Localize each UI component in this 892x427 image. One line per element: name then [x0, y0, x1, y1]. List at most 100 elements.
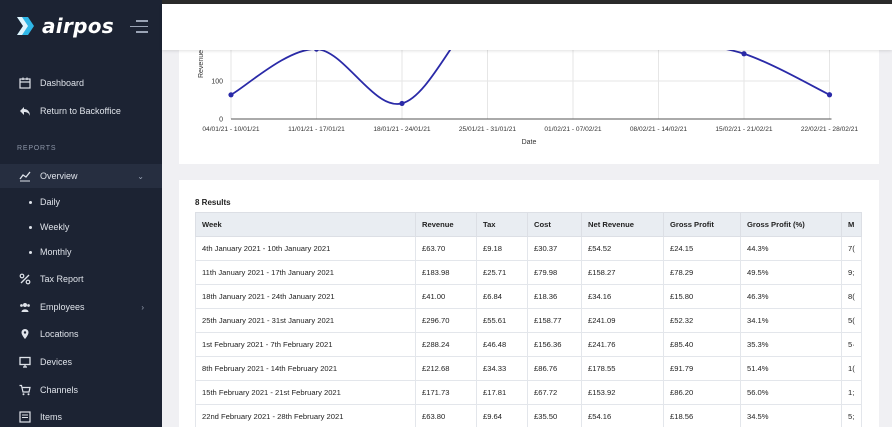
table-cell: £241.76 [581, 332, 664, 357]
sidebar-item-return-to-backoffice[interactable]: Return to Backoffice [0, 99, 162, 123]
sidebar-item-label: Tax Report [40, 274, 84, 284]
return-arrow-icon [18, 104, 32, 118]
table-row[interactable]: 8th February 2021 - 14th February 2021 £2… [195, 356, 862, 381]
table-cell: £15.80 [663, 284, 741, 309]
table-cell: 1st February 2021 - 7th February 2021 [195, 332, 416, 357]
brand-logo[interactable]: airpos [14, 14, 114, 38]
sidebar-subitem-daily[interactable]: Daily [0, 192, 162, 212]
table-cell: 5( [841, 308, 862, 333]
revenue-chart-card [179, 30, 879, 164]
table-cell: £35.50 [527, 404, 582, 427]
column-header[interactable]: Gross Profit (%) [740, 212, 842, 237]
map-pin-icon [18, 327, 32, 341]
table-cell: £9.18 [476, 236, 528, 261]
table-cell: 1; [841, 380, 862, 405]
table-row[interactable]: 15th February 2021 - 21st February 2021 £… [195, 380, 862, 405]
sidebar-item-channels[interactable]: Channels [0, 378, 162, 402]
x-tick-label: 18/01/21 - 24/01/21 [373, 126, 431, 133]
sidebar-item-devices[interactable]: Devices [0, 350, 162, 374]
table-cell: £288.24 [415, 332, 477, 357]
table-cell: 4th January 2021 - 10th January 2021 [195, 236, 416, 261]
table-row[interactable]: 22nd February 2021 - 28th February 2021 £… [195, 404, 862, 427]
table-header-row: Week Revenue Tax Cost Net Revenue Gross Profi… [195, 212, 862, 237]
table-cell: £79.98 [527, 260, 582, 285]
column-header[interactable]: Tax [476, 212, 528, 237]
chevron-down-icon: ⌄ [137, 171, 144, 181]
brand-name: airpos [42, 14, 114, 38]
sidebar-item-label: Locations [40, 329, 79, 339]
table-cell: £46.48 [476, 332, 528, 357]
sidebar-item-label: Employees [40, 302, 85, 312]
percent-icon [18, 272, 32, 286]
table-cell: 9; [841, 260, 862, 285]
menu-toggle-icon[interactable] [130, 20, 148, 34]
data-point[interactable] [826, 92, 833, 98]
table-row[interactable]: 1st February 2021 - 7th February 2021 £28… [195, 332, 862, 357]
table-cell: £91.79 [663, 356, 741, 381]
column-header[interactable]: M [841, 212, 862, 237]
sidebar-item-label: Devices [40, 357, 73, 367]
table-cell: £34.16 [581, 284, 664, 309]
table-cell: 22nd February 2021 - 28th February 2021 [195, 404, 416, 427]
sidebar-subitem-monthly[interactable]: Monthly [0, 242, 162, 262]
table-cell: £156.36 [527, 332, 582, 357]
table-row[interactable]: 4th January 2021 - 10th January 2021 £63.… [195, 236, 862, 261]
x-tick-label: 15/02/21 - 21/02/21 [715, 126, 773, 133]
data-point[interactable] [399, 100, 405, 107]
users-icon [18, 300, 32, 314]
weekly-report-table: Week Revenue Tax Cost Net Revenue Gross Profi… [195, 212, 862, 427]
data-point[interactable] [741, 51, 747, 57]
table-cell: 5; [841, 404, 862, 427]
sidebar-item-employees[interactable]: Employees › [0, 295, 162, 319]
table-cell: 18th January 2021 - 24th January 2021 [195, 284, 416, 309]
table-row[interactable]: 18th January 2021 - 24th January 2021 £41… [195, 284, 862, 309]
table-cell: 51.4% [740, 356, 842, 381]
bullet-icon [29, 225, 32, 229]
sidebar-item-label: Channels [40, 385, 79, 395]
x-tick-label: 22/02/21 - 28/02/21 [801, 126, 859, 133]
line-chart-icon [18, 169, 32, 183]
table-cell: £183.98 [415, 260, 477, 285]
table-cell: £158.77 [527, 308, 582, 333]
table-cell: £78.29 [663, 260, 741, 285]
column-header[interactable]: Net Revenue [581, 212, 664, 237]
window-top-strip [162, 0, 892, 4]
sidebar: airpos Dashboard Return to Backoffice RE… [0, 0, 162, 427]
table-cell: 8th February 2021 - 14th February 2021 [195, 356, 416, 381]
sidebar-subitem-label: Weekly [40, 222, 70, 232]
table-cell: 56.0% [740, 380, 842, 405]
y-tick-label: 100 [211, 79, 223, 86]
sidebar-subitem-label: Daily [40, 197, 61, 207]
table-cell: £30.37 [527, 236, 582, 261]
airpos-logo-icon [14, 15, 36, 37]
table-cell: 46.3% [740, 284, 842, 309]
sidebar-item-overview[interactable]: Overview ⌄ [0, 164, 162, 188]
column-header[interactable]: Week [195, 212, 416, 237]
table-cell: £171.73 [415, 380, 477, 405]
table-cell: 15th February 2021 - 21st February 2021 [195, 380, 416, 405]
table-cell: £25.71 [476, 260, 528, 285]
x-tick-label: 01/02/21 - 07/02/21 [544, 126, 602, 133]
sidebar-subitem-weekly[interactable]: Weekly [0, 217, 162, 237]
column-header[interactable]: Revenue [415, 212, 477, 237]
sidebar-item-tax-report[interactable]: Tax Report [0, 267, 162, 291]
table-row[interactable]: 11th January 2021 - 17th January 2021 £18… [195, 260, 862, 285]
sidebar-item-dashboard[interactable]: Dashboard [0, 71, 162, 95]
column-header[interactable]: Cost [527, 212, 582, 237]
table-cell: 1( [841, 356, 862, 381]
table-cell: £63.70 [415, 236, 477, 261]
sidebar-item-items[interactable]: Items [0, 405, 162, 427]
table-row[interactable]: 25th January 2021 - 31st January 2021 £29… [195, 308, 862, 333]
data-point[interactable] [228, 92, 234, 98]
x-axis-title: Date [522, 139, 537, 146]
sidebar-item-label: Dashboard [40, 78, 85, 88]
sidebar-item-locations[interactable]: Locations [0, 322, 162, 346]
table-cell: £85.40 [663, 332, 741, 357]
sidebar-item-label: Overview [40, 171, 78, 181]
column-header[interactable]: Gross Profit [663, 212, 741, 237]
table-cell: £34.33 [476, 356, 528, 381]
results-count: 8 Results [195, 198, 231, 207]
sidebar-item-label: Items [40, 412, 63, 422]
table-cell: 35.3% [740, 332, 842, 357]
table-cell: £296.70 [415, 308, 477, 333]
